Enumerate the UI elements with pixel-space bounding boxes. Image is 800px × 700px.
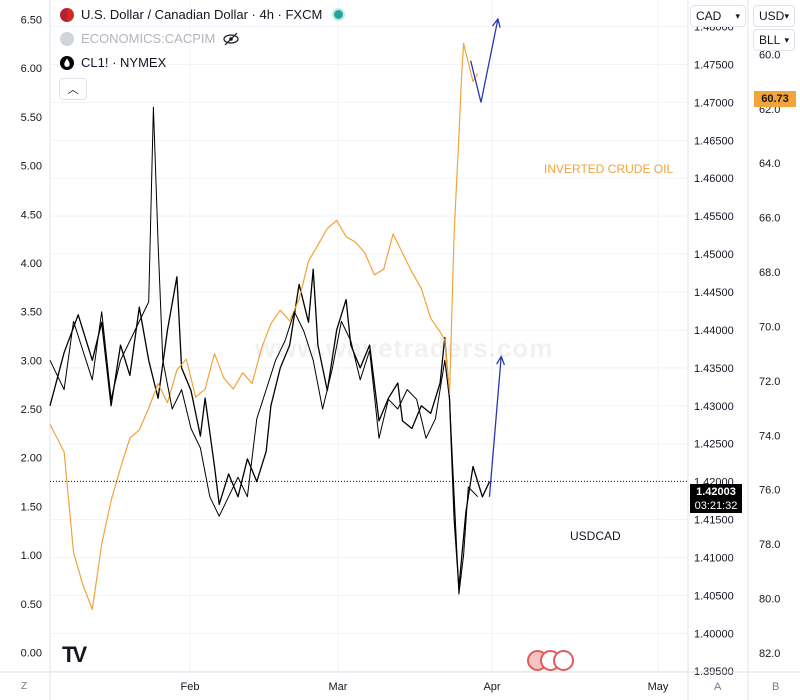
- legend-indicator-1[interactable]: ECONOMICS:CACPIM: [60, 31, 239, 46]
- cad-tick-label: 1.40500: [694, 590, 734, 602]
- timezone-corner-label[interactable]: Z: [21, 681, 28, 692]
- chevron-down-icon: ▾: [784, 34, 789, 45]
- currency-select-right[interactable]: USD ▾: [753, 5, 795, 27]
- left-tick-label: 2.00: [21, 453, 42, 465]
- indicator-2-label: CL1! · NYMEX: [81, 55, 167, 70]
- oil-tick-label: 70.0: [759, 321, 780, 333]
- cad-tick-label: 1.43000: [694, 401, 734, 413]
- left-tick-label: 4.50: [21, 209, 42, 221]
- current-price-badge: 1.42003 03:21:32: [690, 484, 742, 513]
- currency-select-left[interactable]: CAD ▾: [690, 5, 746, 27]
- oil-tick-label: 74.0: [759, 430, 780, 442]
- auto-scale-button[interactable]: A: [714, 681, 722, 693]
- left-tick-label: 0.50: [21, 599, 42, 611]
- oil-projection-arrow: [470, 18, 499, 103]
- left-tick-label: 6.00: [21, 63, 42, 75]
- left-tick-label: 4.00: [21, 258, 42, 270]
- cad-tick-label: 1.47000: [694, 97, 734, 109]
- chevron-down-icon: ▾: [784, 10, 789, 21]
- left-tick-label: 0.00: [21, 648, 42, 660]
- cad-tick-label: 1.41500: [694, 515, 734, 527]
- cad-tick-label: 1.40000: [694, 628, 734, 640]
- watermark: www.wavetraders.com: [255, 333, 554, 363]
- left-tick-label: 1.50: [21, 501, 42, 513]
- oil-tick-label: 66.0: [759, 213, 780, 225]
- usdcad-series: [49, 268, 491, 589]
- log-scale-button[interactable]: B: [772, 681, 780, 693]
- oil-tick-label: 80.0: [759, 594, 780, 606]
- inverted-oil-annotation: INVERTED CRUDE OIL: [544, 162, 674, 176]
- symbol-title[interactable]: U.S. Dollar / Canadian Dollar · 4h · FXC…: [81, 7, 323, 22]
- chevron-up-icon: ︿: [67, 84, 79, 96]
- oil-price-value: 60.73: [761, 93, 789, 105]
- x-tick-label: Feb: [181, 681, 200, 693]
- oil-drop-icon: [60, 55, 74, 70]
- unit-select[interactable]: BLL ▾: [753, 29, 795, 51]
- usdcad-flag-icon: [60, 7, 74, 22]
- cad-tick-label: 1.47500: [694, 59, 734, 71]
- currency-right-value: USD: [759, 9, 785, 23]
- oil-tick-label: 78.0: [759, 539, 780, 551]
- cad-tick-label: 1.43500: [694, 363, 734, 375]
- current-price-value: 1.42003: [696, 486, 736, 498]
- currency-left-value: CAD: [696, 9, 722, 23]
- legend-indicator-2[interactable]: CL1! · NYMEX: [60, 55, 166, 70]
- cad-tick-label: 1.41000: [694, 552, 734, 564]
- oil-price-badge: 60.73: [754, 91, 796, 107]
- oil-tick-label: 76.0: [759, 485, 780, 497]
- oil-projection-arrow-head: [491, 17, 501, 28]
- oil-tick-label: 72.0: [759, 376, 780, 388]
- cad-tick-label: 1.46500: [694, 135, 734, 147]
- x-tick-label: Apr: [483, 681, 500, 693]
- collapse-legend-button[interactable]: ︿: [59, 78, 87, 100]
- oil-tick-label: 68.0: [759, 267, 780, 279]
- cad-tick-label: 1.44000: [694, 325, 734, 337]
- plot-area: [50, 0, 688, 672]
- unit-value: BLL: [759, 33, 781, 47]
- oil-tick-label: 60.0: [759, 49, 780, 61]
- x-tick-label: May: [648, 681, 669, 693]
- usdcad-projection-arrow: [488, 356, 502, 497]
- cad-tick-label: 1.42500: [694, 439, 734, 451]
- hidden-eye-icon[interactable]: [223, 32, 239, 46]
- left-tick-label: 5.50: [21, 112, 42, 124]
- cad-tick-label: 1.44500: [694, 287, 734, 299]
- usdcad-annotation: USDCAD: [570, 529, 621, 543]
- cad-tick-label: 1.46000: [694, 173, 734, 185]
- left-tick-label: 3.50: [21, 307, 42, 319]
- indicator-1-label: ECONOMICS:CACPIM: [81, 31, 216, 46]
- tradingview-logo[interactable]: TV: [62, 642, 87, 667]
- chevron-down-icon: ▾: [735, 10, 740, 21]
- oil-inverted-series: [49, 42, 479, 611]
- bar-countdown: 03:21:32: [694, 500, 738, 512]
- legend-symbol-row[interactable]: U.S. Dollar / Canadian Dollar · 4h · FXC…: [60, 7, 346, 22]
- left-tick-label: 2.50: [21, 404, 42, 416]
- cad-tick-label: 1.45000: [694, 249, 734, 261]
- left-tick-label: 5.00: [21, 161, 42, 173]
- left-tick-label: 1.00: [21, 550, 42, 562]
- left-tick-label: 6.50: [21, 14, 42, 26]
- left-tick-label: 3.00: [21, 355, 42, 367]
- cacpim-series: [49, 106, 479, 595]
- cad-tick-label: 1.45500: [694, 211, 734, 223]
- oil-tick-label: 82.0: [759, 648, 780, 660]
- usdcad-projection-arrow-head: [496, 354, 506, 366]
- economics-icon: [60, 31, 74, 46]
- oil-tick-label: 64.0: [759, 158, 780, 170]
- x-tick-label: Mar: [329, 681, 348, 693]
- market-open-status-icon: [332, 8, 346, 21]
- events-flags-icon[interactable]: [527, 650, 574, 671]
